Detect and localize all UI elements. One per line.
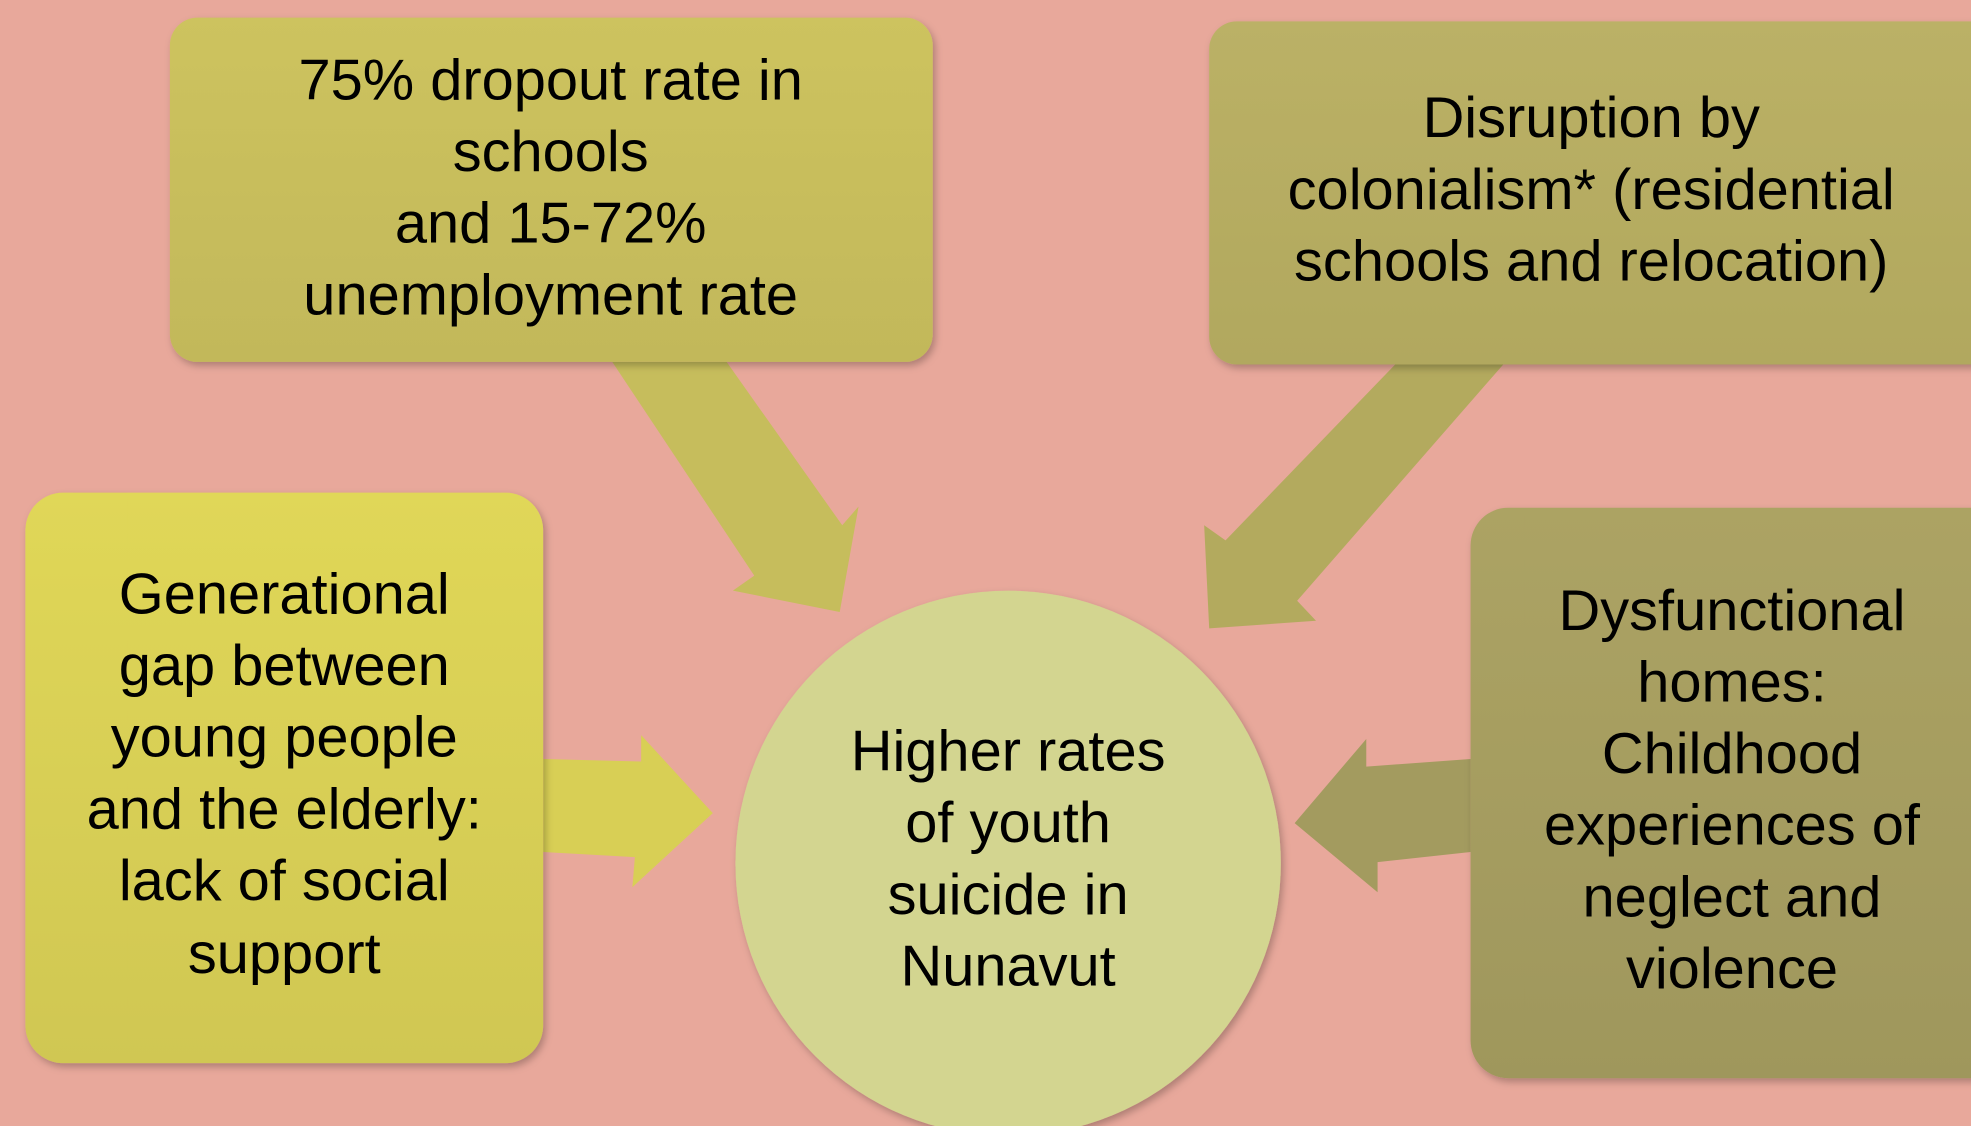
label-line: experiences of xyxy=(1544,794,1921,858)
label-line: young people xyxy=(111,706,458,770)
label-line: and the elderly: xyxy=(87,777,482,841)
label-line: and 15-72% xyxy=(395,192,707,256)
label-line: colonialism* (residential xyxy=(1288,158,1895,222)
label-line: lack of social xyxy=(119,849,450,913)
label-line: support xyxy=(188,922,381,986)
arrow xyxy=(1294,738,1471,893)
arrow xyxy=(612,361,859,613)
arrow xyxy=(543,735,713,888)
label-line: of youth xyxy=(905,791,1111,855)
label-line: Childhood xyxy=(1602,722,1862,786)
label-line: Disruption by xyxy=(1423,86,1760,150)
label-line: neglect and xyxy=(1583,865,1882,929)
box xyxy=(1470,507,1971,1079)
box xyxy=(169,17,933,362)
label-line: 75% dropout rate in xyxy=(298,48,802,112)
center-circle xyxy=(735,590,1281,1126)
box xyxy=(1209,21,1971,365)
label-line: violence xyxy=(1626,937,1838,1001)
label-line: Generational xyxy=(119,562,450,626)
label-line: unemployment rate xyxy=(303,263,798,327)
node-text: 75% dropout rate in schools and 15-72% u… xyxy=(87,48,1921,1000)
label-line: schools and relocation) xyxy=(1294,229,1888,293)
label-line: Higher rates xyxy=(851,720,1166,784)
label-line: schools xyxy=(453,120,649,184)
label-line: Dysfunctional xyxy=(1559,579,1906,643)
label-line: gap between xyxy=(119,634,450,698)
label-line: homes: xyxy=(1637,650,1827,714)
label-line: Nunavut xyxy=(900,934,1115,998)
label-line: suicide in xyxy=(888,863,1129,927)
arrow xyxy=(1204,364,1504,629)
box xyxy=(25,492,544,1064)
